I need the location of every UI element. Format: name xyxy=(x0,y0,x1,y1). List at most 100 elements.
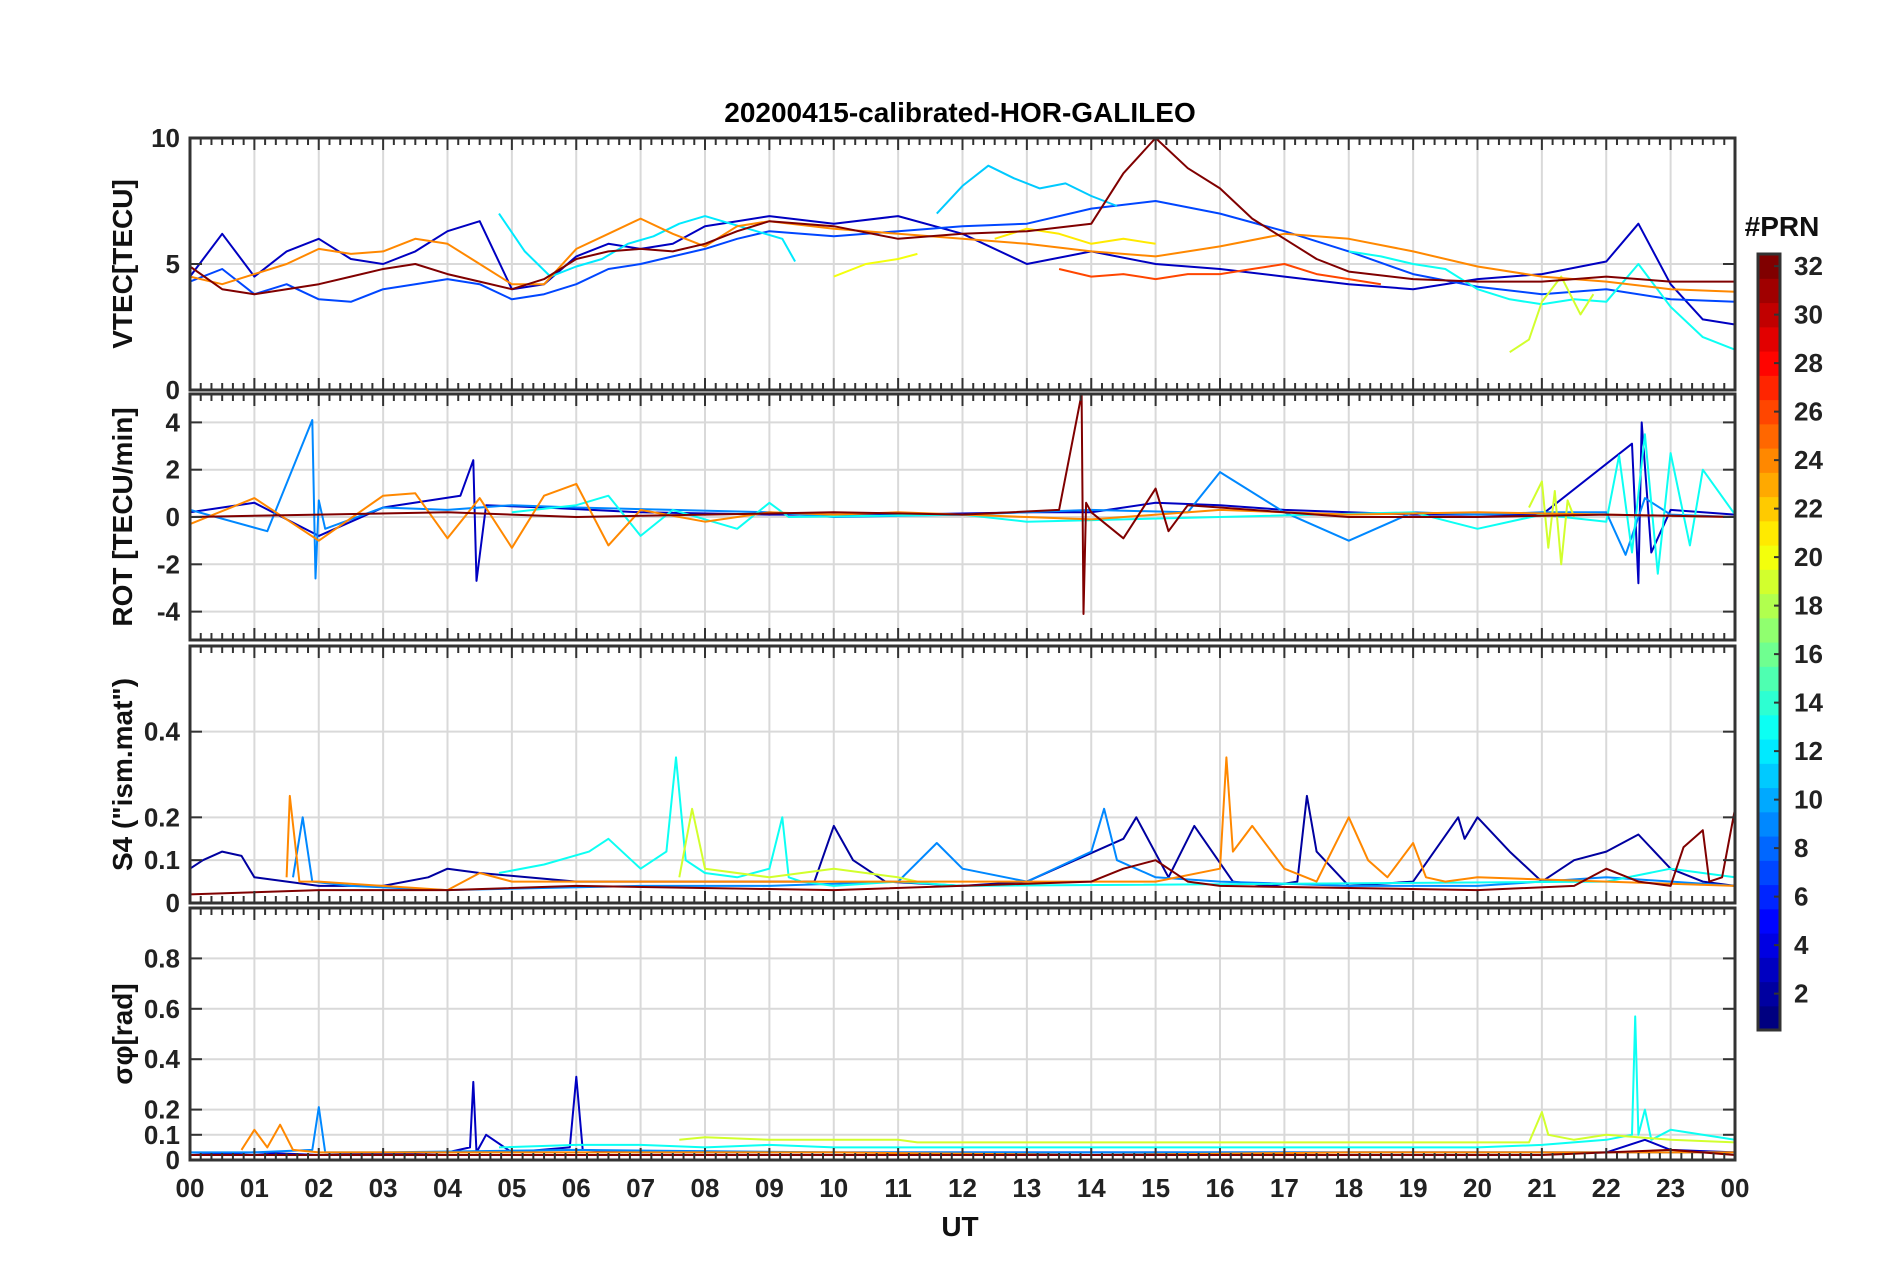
colorbar-segment xyxy=(1758,714,1780,740)
x-tick-label: 00 xyxy=(176,1173,205,1203)
x-tick-label: 17 xyxy=(1270,1173,1299,1203)
sigma_phi-panel: 00.10.2 0.4 0.6 0.8σφ[rad] xyxy=(107,906,1737,1175)
colorbar-segment xyxy=(1758,545,1780,570)
rot-ytick-label: -4 xyxy=(157,597,181,627)
sigma_phi-frame xyxy=(188,906,1737,1162)
colorbar-tick-label: 30 xyxy=(1794,300,1823,330)
rot-ytick-label: 4 xyxy=(166,407,181,437)
sigma_phi-ytick-label: 0.6 xyxy=(144,994,180,1024)
x-tick-label: 15 xyxy=(1141,1173,1170,1203)
vtec-series-prn-11 xyxy=(936,164,1118,215)
colorbar-segment xyxy=(1758,302,1780,328)
colorbar-segment xyxy=(1758,496,1780,522)
s4-series-group xyxy=(190,756,1735,896)
colorbar-tick-label: 18 xyxy=(1794,591,1823,621)
colorbar-segment xyxy=(1758,884,1780,910)
colorbar-segment xyxy=(1758,933,1780,958)
vtec-frame xyxy=(188,136,1737,392)
s4-ytick-label: 0 xyxy=(166,888,180,918)
colorbar-tick-label: 12 xyxy=(1794,736,1823,766)
x-tick-label: 10 xyxy=(819,1173,848,1203)
colorbar-segment xyxy=(1758,739,1780,764)
x-tick-label: 08 xyxy=(691,1173,720,1203)
rot-frame xyxy=(188,392,1737,642)
vtec-ytick-label: 10 xyxy=(151,123,180,153)
vtec-series-group xyxy=(190,138,1735,354)
colorbar-segment xyxy=(1758,326,1780,352)
vtec-series-prn-21 xyxy=(994,227,1156,245)
sigma_phi-ytick-label: 0.2 xyxy=(144,1095,180,1125)
sigma_phi-series-prn-13 xyxy=(498,1015,1735,1149)
x-tick-label: 14 xyxy=(1077,1173,1106,1203)
s4-panel: 0 0.1 0.2 0.4S4 ("ism.mat") xyxy=(107,644,1737,918)
colorbar-segment xyxy=(1758,423,1780,449)
x-tick-label: 09 xyxy=(755,1173,784,1203)
x-tick-label: 02 xyxy=(304,1173,333,1203)
colorbar-segment xyxy=(1758,1005,1780,1031)
s4-series-prn-19 xyxy=(678,807,918,883)
colorbar-tick-label: 32 xyxy=(1794,251,1823,281)
x-tick-label: 23 xyxy=(1656,1173,1685,1203)
vtec-series-prn-32 xyxy=(190,138,1735,296)
vtec-ytick-label: 5 xyxy=(166,249,180,279)
colorbar-frame xyxy=(1756,252,1782,1032)
s4-ylabel: S4 ("ism.mat") xyxy=(107,678,138,871)
x-tick-label: 12 xyxy=(948,1173,977,1203)
x-tick-label: 22 xyxy=(1592,1173,1621,1203)
s4-series-prn-24 xyxy=(285,756,1735,892)
colorbar-segment xyxy=(1758,375,1780,401)
colorbar-segment xyxy=(1758,448,1780,473)
colorbar-segment xyxy=(1758,617,1780,643)
x-tick-label: 04 xyxy=(433,1173,462,1203)
vtec-series-prn-20 xyxy=(833,252,918,278)
colorbar-label: #PRN xyxy=(1745,211,1820,242)
rot-series-prn-32 xyxy=(190,394,1735,615)
rot-panel: -4 -2 0 2 4 ROT [TECU/min] xyxy=(107,392,1737,642)
colorbar-segment xyxy=(1758,787,1780,813)
s4-ytick-label: 0.1 xyxy=(144,845,180,875)
sigma_phi-ytick-label: 0.1 xyxy=(144,1120,180,1150)
colorbar-segment xyxy=(1758,811,1780,837)
rot-ytick-label: 2 xyxy=(166,455,180,485)
colorbar-segment xyxy=(1758,399,1780,425)
rot-ylabel: ROT [TECU/min] xyxy=(107,407,138,626)
colorbar-segment xyxy=(1758,957,1780,983)
x-tick-label: 18 xyxy=(1334,1173,1363,1203)
rot-series-group xyxy=(190,394,1735,615)
colorbar-tick-label: 4 xyxy=(1794,930,1809,960)
colorbar-segment xyxy=(1758,351,1780,376)
colorbar-segment xyxy=(1758,860,1780,886)
x-tick-label: 13 xyxy=(1012,1173,1041,1203)
rot-ytick-label: 0 xyxy=(166,502,180,532)
colorbar-segment xyxy=(1758,690,1780,716)
s4-series-prn-32 xyxy=(190,808,1735,896)
colorbar-segment xyxy=(1758,642,1780,667)
figure-title: 20200415-calibrated-HOR-GALILEO xyxy=(724,97,1196,128)
colorbar-tick-label: 14 xyxy=(1794,688,1823,718)
colorbar-segment xyxy=(1758,836,1780,861)
sigma_phi-ylabel: σφ[rad] xyxy=(107,983,138,1084)
sigma_phi-ytick-label: 0 xyxy=(166,1145,180,1175)
vtec-series-prn-24 xyxy=(190,217,1735,293)
x-tick-label: 16 xyxy=(1206,1173,1235,1203)
colorbar-segment xyxy=(1758,520,1780,546)
colorbar-segment xyxy=(1758,666,1780,692)
sigma_phi-ytick-label: 0.8 xyxy=(144,943,180,973)
sigma_phi-series-prn-19 xyxy=(679,1111,1735,1144)
s4-ytick-label: 0.2 xyxy=(144,802,180,832)
colorbar-segment xyxy=(1758,908,1780,934)
vtec-series-prn-19 xyxy=(1509,275,1595,354)
colorbar-tick-label: 8 xyxy=(1794,833,1808,863)
x-tick-label: 01 xyxy=(240,1173,269,1203)
colorbar-segment xyxy=(1758,254,1780,279)
colorbar-tick-label: 24 xyxy=(1794,445,1823,475)
x-tick-label: 00 xyxy=(1721,1173,1750,1203)
vtec-ytick-label: 0 xyxy=(166,375,180,405)
x-tick-labels: 00 01 02 03 04 05 06 07 08 09 10 11 12 13 14 15 16 17 18 19… xyxy=(176,1173,1750,1203)
s4-frame xyxy=(188,644,1737,905)
rot-series-prn-19 xyxy=(1528,480,1576,566)
colorbar-segment xyxy=(1758,569,1780,595)
x-tick-label: 20 xyxy=(1463,1173,1492,1203)
x-tick-label: 21 xyxy=(1527,1173,1556,1203)
